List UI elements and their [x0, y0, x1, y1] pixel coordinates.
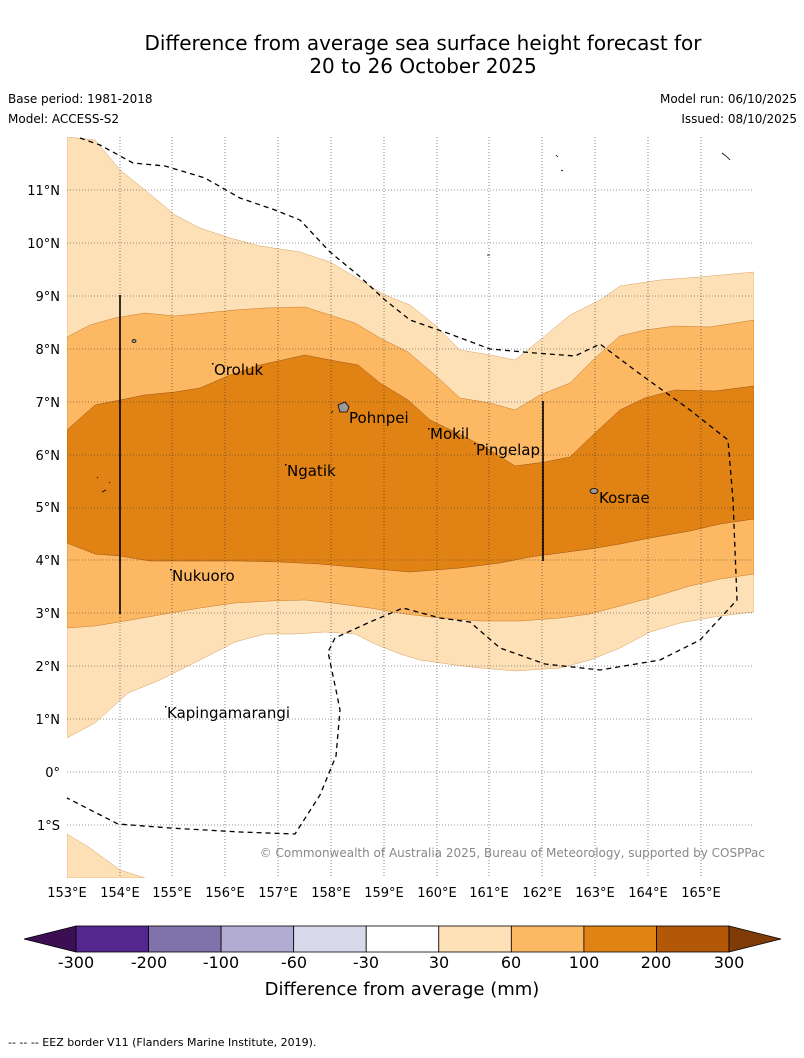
- lat-label: 6°N: [36, 449, 61, 464]
- colorbar-swatch: [220, 925, 295, 953]
- colorbar-swatch: [293, 925, 367, 953]
- colorbar-swatch: [75, 925, 149, 953]
- lon-label: 159°E: [364, 886, 404, 901]
- islet-north-b: [560, 169, 564, 172]
- lon-label: 163°E: [575, 886, 615, 901]
- model-name: Model: ACCESS-S2: [8, 112, 120, 126]
- colorbar-swatch: [510, 925, 585, 953]
- colorbar-tick: -300: [58, 953, 94, 972]
- copyright-text: © Commonwealth of Australia 2025, Bureau…: [260, 846, 765, 860]
- chart-title: Difference from average sea surface heig…: [0, 32, 804, 78]
- eez-footnote: -- -- -- EEZ border V11 (Flanders Marine…: [8, 1036, 317, 1049]
- colorbar-arrow-high: [728, 925, 782, 953]
- label-pingelap: Pingelap: [476, 441, 540, 459]
- lat-axis: 11°N 10°N 9°N 8°N 7°N 6°N 5°N 4°N 3°N 2°…: [27, 184, 60, 834]
- islet-west-b: [96, 476, 99, 479]
- islet-8n: [131, 339, 137, 343]
- colorbar-label: Difference from average (mm): [265, 979, 540, 1000]
- label-oroluk: Oroluk: [214, 361, 263, 379]
- lat-label: 2°N: [36, 660, 61, 675]
- title-line-2: 20 to 26 October 2025: [309, 54, 537, 78]
- label-ngatik: Ngatik: [287, 462, 336, 480]
- lat-label: 1°N: [36, 713, 61, 728]
- pohnpei-island: [337, 401, 350, 413]
- colorbar-tick: -30: [353, 953, 379, 972]
- label-nukuoro: Nukuoro: [172, 567, 235, 585]
- place-labels: Oroluk Pohnpei Mokil Pingelap Ngatik Kos…: [167, 361, 650, 722]
- issued-date: Issued: 08/10/2025: [681, 112, 797, 126]
- model-run: Model run: 06/10/2025: [659, 92, 797, 106]
- colorbar-tick: 300: [714, 953, 745, 972]
- lon-label: 164°E: [628, 886, 668, 901]
- colorbar-tick: -200: [131, 953, 167, 972]
- colorbar-arrow-low: [23, 925, 77, 953]
- islands: [96, 152, 731, 494]
- sea-level-map: Oroluk Pohnpei Mokil Pingelap Ngatik Kos…: [27, 137, 765, 901]
- title-line-1: Difference from average sea surface heig…: [144, 31, 702, 55]
- lon-label: 158°E: [311, 886, 351, 901]
- band-30-60-south: [67, 833, 146, 878]
- band-100-200: [67, 354, 754, 573]
- colorbar-swatch: [365, 925, 440, 953]
- lon-label: 165°E: [681, 886, 721, 901]
- place-markers: [165, 363, 476, 708]
- colorbar-tick: -60: [281, 953, 307, 972]
- label-mokil: Mokil: [430, 425, 469, 443]
- contour-fill: [67, 137, 754, 878]
- lon-label: 153°E: [47, 886, 87, 901]
- lon-label: 154°E: [100, 886, 140, 901]
- lat-label: 7°N: [36, 396, 61, 411]
- islet-west-c: [108, 481, 111, 484]
- lat-label: 9°N: [36, 290, 61, 305]
- lon-label: 161°E: [469, 886, 509, 901]
- colorbar-tick: 30: [429, 953, 449, 972]
- lat-label: 1°S: [37, 819, 60, 834]
- lat-label: 3°N: [36, 607, 61, 622]
- base-period: Base period: 1981-2018: [8, 92, 153, 106]
- lat-label: 4°N: [36, 554, 61, 569]
- islet-west: [101, 489, 107, 493]
- lon-label: 157°E: [258, 886, 298, 901]
- label-kosrae: Kosrae: [599, 489, 650, 507]
- lat-label: 11°N: [27, 184, 60, 199]
- lat-label: 5°N: [36, 501, 61, 516]
- islet-north-a: [555, 154, 559, 158]
- colorbar-tick: 200: [641, 953, 672, 972]
- islet-pohnpei-w: [330, 410, 334, 414]
- label-kapingamarangi: Kapingamarangi: [167, 704, 290, 722]
- colorbar-tick: -100: [203, 953, 239, 972]
- colorbar-swatch: [148, 925, 222, 953]
- eez-border: [66, 137, 738, 835]
- colorbar-swatch: [656, 925, 730, 953]
- colorbar-tick: 60: [501, 953, 521, 972]
- colorbar-swatches: [75, 925, 730, 953]
- colorbar: -300 -200 -100 -60 -30 30 60 100 200 300…: [23, 925, 782, 1000]
- lat-label: 10°N: [27, 237, 60, 252]
- colorbar-swatch: [583, 925, 657, 953]
- lat-label: 0°: [45, 766, 60, 781]
- lat-label: 8°N: [36, 343, 61, 358]
- lon-axis: 153°E 154°E 155°E 156°E 157°E 158°E 159°…: [47, 886, 721, 901]
- graticule: [67, 137, 754, 878]
- lon-label: 162°E: [522, 886, 562, 901]
- lon-label: 156°E: [205, 886, 245, 901]
- islet-north-c: [721, 152, 731, 161]
- kosrae-island: [589, 488, 599, 494]
- lon-label: 155°E: [152, 886, 192, 901]
- colorbar-tick: 100: [569, 953, 600, 972]
- label-pohnpei: Pohnpei: [349, 409, 409, 427]
- lon-label: 160°E: [417, 886, 457, 901]
- colorbar-swatch: [438, 925, 512, 953]
